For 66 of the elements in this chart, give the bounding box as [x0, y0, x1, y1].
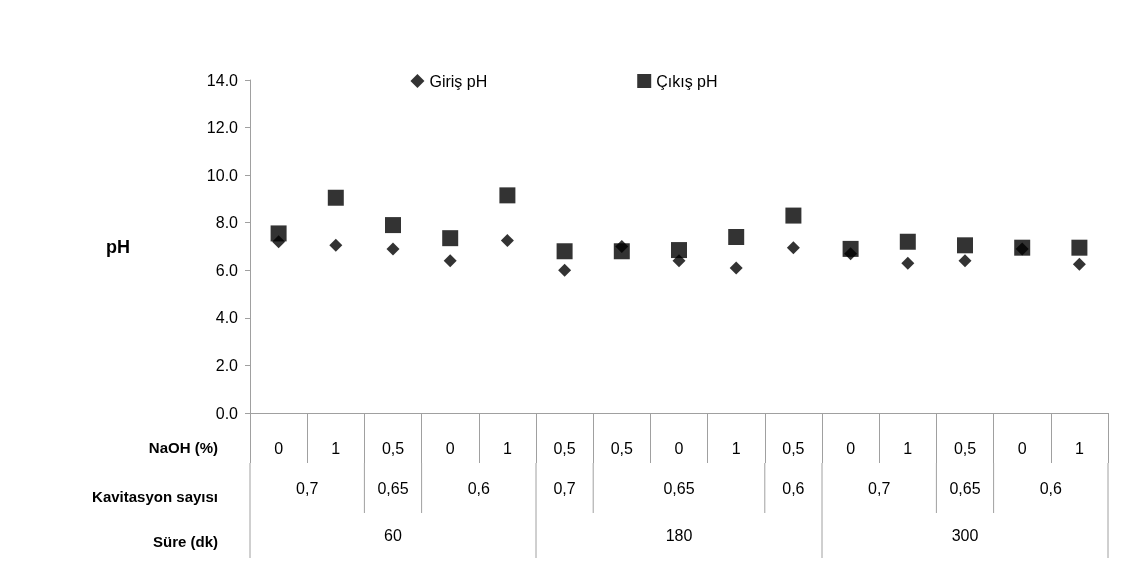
point [957, 237, 973, 254]
point [329, 238, 343, 252]
text: 0,6 [782, 479, 805, 497]
x-tick-label: 0,5 [610, 439, 634, 457]
y-tick-label: 2.0 [215, 356, 239, 374]
text: 0,7 [868, 479, 891, 497]
point [1071, 239, 1088, 256]
x-tick-label: 0,5 [553, 439, 576, 457]
point [385, 217, 401, 234]
text: 0,65 [663, 479, 695, 497]
y-tick-label: 14.0 [206, 71, 239, 89]
legend-label: Giriş pH [429, 72, 488, 90]
point [558, 263, 572, 277]
y-tick-label: 6.0 [215, 261, 239, 279]
x-tick-label: 0 [1017, 439, 1027, 457]
text: 0,7 [296, 479, 319, 497]
legend-label: Çıkış pH [656, 72, 718, 90]
point [786, 241, 800, 255]
point [272, 235, 286, 249]
point [499, 187, 516, 204]
x-tick-label: 0 [445, 439, 455, 457]
point [442, 230, 459, 247]
text: 0,65 [949, 479, 981, 497]
point [899, 233, 916, 250]
point [958, 254, 972, 268]
point [729, 261, 743, 275]
x-tick-label: 0,5 [381, 439, 405, 457]
point [844, 247, 858, 261]
text: Kavitasyon sayısı [92, 487, 218, 505]
point [671, 242, 687, 259]
x-tick-label: 1 [903, 439, 913, 457]
x-tick-label: 1 [1074, 439, 1084, 457]
x-tick-label: 0,5 [953, 439, 977, 457]
point [386, 242, 400, 256]
text: 0,7 [553, 479, 576, 497]
y-tick-label: 0.0 [215, 404, 239, 422]
y-tick-label: 4.0 [215, 309, 239, 327]
y-tick-label: 8.0 [215, 214, 239, 232]
x-tick-label: 0 [846, 439, 856, 457]
text: Süre (dk) [152, 532, 218, 550]
x-tick-label: 1 [731, 439, 741, 457]
point [901, 256, 915, 270]
point [615, 240, 629, 253]
y-axis-title: pH [106, 236, 130, 257]
text: 0,6 [467, 479, 491, 497]
y-tick-label: 12.0 [206, 119, 239, 137]
x-tick-label: 0,5 [782, 439, 805, 457]
x-axis-title: NaOH (%) [148, 438, 218, 456]
point [785, 207, 802, 224]
x-tick-label: 1 [331, 439, 341, 457]
point [327, 189, 344, 206]
point [443, 254, 457, 268]
text: 0,65 [377, 479, 409, 497]
text: 60 [384, 527, 402, 544]
point [1072, 257, 1086, 271]
point [500, 234, 514, 248]
point [728, 228, 745, 245]
point [556, 243, 573, 260]
x-tick-label: 0 [274, 439, 284, 457]
x-tick-label: 1 [502, 439, 512, 457]
point [672, 254, 686, 268]
text: 180 [665, 527, 693, 544]
text: 300 [951, 527, 979, 544]
y-tick-label: 10.0 [206, 166, 239, 184]
x-tick-label: 0 [674, 439, 684, 457]
text: 0,6 [1039, 479, 1063, 497]
